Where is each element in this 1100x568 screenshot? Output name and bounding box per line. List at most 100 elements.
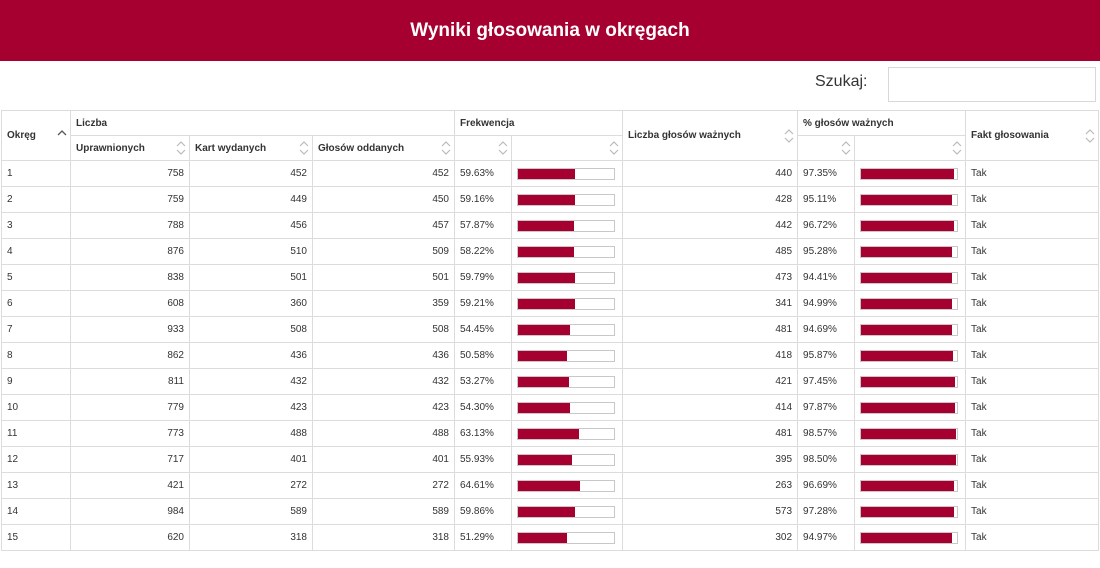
- bar-fill: [861, 506, 955, 517]
- search-input[interactable]: [888, 67, 1096, 102]
- cell-procent-waznych-bar: [854, 212, 967, 239]
- bar-track: [860, 245, 959, 258]
- cell-uprawnionych: 421: [70, 472, 190, 499]
- cell-frekwencja-bar: [510, 238, 624, 265]
- cell-okreg: 6: [1, 290, 71, 317]
- cell-procent-waznych-bar: [854, 238, 967, 265]
- cell-fakt-glosowania: Tak: [965, 290, 1100, 317]
- sort-both-icon[interactable]: [1085, 127, 1095, 145]
- cell-okreg: 12: [1, 446, 71, 473]
- cell-procent-waznych: 97.87%: [797, 394, 856, 421]
- table-row: 8 862 436 436 50.58% 418 95.87% Tak: [1, 342, 1100, 369]
- cell-glosow-oddanych: 423: [312, 394, 455, 421]
- bar-fill: [861, 246, 953, 257]
- bar-fill: [518, 428, 579, 439]
- column-header-liczba-glosow-waznych[interactable]: Liczba głosów ważnych: [622, 110, 799, 161]
- column-header-okreg[interactable]: Okręg: [1, 110, 71, 161]
- bar-fill: [861, 272, 952, 283]
- bar-track: [517, 323, 615, 336]
- cell-okreg: 9: [1, 368, 71, 395]
- cell-glosow-waznych: 395: [622, 446, 799, 473]
- cell-frekwencja: 55.93%: [454, 446, 512, 473]
- cell-fakt-glosowania: Tak: [965, 446, 1100, 473]
- cell-frekwencja-bar: [510, 212, 624, 239]
- cell-okreg: 7: [1, 316, 71, 343]
- cell-procent-waznych-bar: [854, 446, 967, 473]
- cell-okreg: 13: [1, 472, 71, 499]
- column-group-liczba: Liczba: [70, 110, 455, 136]
- cell-frekwencja: 51.29%: [454, 524, 512, 551]
- cell-okreg: 3: [1, 212, 71, 239]
- table-row: 4 876 510 509 58.22% 485 95.28% Tak: [1, 238, 1100, 265]
- bar-fill: [861, 194, 953, 205]
- column-header-procent-value[interactable]: [797, 135, 856, 161]
- cell-glosow-waznych: 485: [622, 238, 799, 265]
- cell-frekwencja: 59.21%: [454, 290, 512, 317]
- sort-both-icon[interactable]: [498, 139, 508, 157]
- column-header-label: Liczba głosów ważnych: [628, 130, 741, 141]
- cell-procent-waznych-bar: [854, 290, 967, 317]
- cell-frekwencja-bar: [510, 394, 624, 421]
- cell-uprawnionych: 620: [70, 524, 190, 551]
- cell-kart-wydanych: 452: [189, 160, 313, 187]
- bar-track: [860, 349, 959, 362]
- cell-procent-waznych-bar: [854, 264, 967, 291]
- table-body: 1 758 452 452 59.63% 440 97.35% Tak 2 759 449 450 59…: [1, 160, 1100, 551]
- column-header-frekwencja-value[interactable]: [454, 135, 512, 161]
- bar-fill: [518, 194, 575, 205]
- cell-glosow-oddanych: 488: [312, 420, 455, 447]
- cell-frekwencja: 58.22%: [454, 238, 512, 265]
- cell-frekwencja: 50.58%: [454, 342, 512, 369]
- bar-fill: [861, 480, 954, 491]
- sort-both-icon[interactable]: [952, 139, 962, 157]
- cell-glosow-oddanych: 436: [312, 342, 455, 369]
- cell-glosow-oddanych: 401: [312, 446, 455, 473]
- sort-both-icon[interactable]: [299, 139, 309, 157]
- sort-both-icon[interactable]: [609, 139, 619, 157]
- cell-fakt-glosowania: Tak: [965, 524, 1100, 551]
- table-row: 1 758 452 452 59.63% 440 97.35% Tak: [1, 160, 1100, 187]
- cell-frekwencja: 54.30%: [454, 394, 512, 421]
- cell-fakt-glosowania: Tak: [965, 368, 1100, 395]
- cell-glosow-oddanych: 457: [312, 212, 455, 239]
- bar-fill: [861, 376, 955, 387]
- column-header-kart-wydanych[interactable]: Kart wydanych: [189, 135, 313, 161]
- column-header-glosow-oddanych[interactable]: Głosów oddanych: [312, 135, 455, 161]
- cell-procent-waznych-bar: [854, 524, 967, 551]
- bar-track: [860, 375, 959, 388]
- bar-track: [517, 479, 615, 492]
- cell-fakt-glosowania: Tak: [965, 186, 1100, 213]
- column-header-procent-bar[interactable]: [854, 135, 967, 161]
- column-header-label: Głosów oddanych: [318, 142, 405, 154]
- bar-track: [860, 271, 959, 284]
- column-header-frekwencja-bar[interactable]: [510, 135, 624, 161]
- cell-procent-waznych: 95.28%: [797, 238, 856, 265]
- cell-glosow-waznych: 414: [622, 394, 799, 421]
- bar-fill: [518, 506, 576, 517]
- bar-track: [517, 349, 615, 362]
- cell-frekwencja-bar: [510, 368, 624, 395]
- column-header-fakt-glosowania[interactable]: Fakt głosowania: [965, 110, 1100, 161]
- cell-okreg: 1: [1, 160, 71, 187]
- cell-procent-waznych: 94.69%: [797, 316, 856, 343]
- sort-both-icon[interactable]: [784, 127, 794, 145]
- table-row: 10 779 423 423 54.30% 414 97.87% Tak: [1, 394, 1100, 421]
- cell-glosow-oddanych: 508: [312, 316, 455, 343]
- cell-procent-waznych: 96.69%: [797, 472, 856, 499]
- sort-both-icon[interactable]: [841, 139, 851, 157]
- sort-both-icon[interactable]: [176, 139, 186, 157]
- table-row: 2 759 449 450 59.16% 428 95.11% Tak: [1, 186, 1100, 213]
- cell-uprawnionych: 838: [70, 264, 190, 291]
- cell-uprawnionych: 876: [70, 238, 190, 265]
- column-group-frekwencja: Frekwencja: [453, 110, 624, 136]
- cell-frekwencja: 59.79%: [454, 264, 512, 291]
- sort-both-icon[interactable]: [441, 139, 451, 157]
- cell-okreg: 8: [1, 342, 71, 369]
- bar-track: [517, 375, 615, 388]
- cell-glosow-oddanych: 509: [312, 238, 455, 265]
- cell-kart-wydanych: 510: [189, 238, 313, 265]
- table-row: 5 838 501 501 59.79% 473 94.41% Tak: [1, 264, 1100, 291]
- cell-frekwencja-bar: [510, 446, 624, 473]
- column-header-uprawnionych[interactable]: Uprawnionych: [70, 135, 190, 161]
- sort-ascending-icon[interactable]: [57, 127, 67, 145]
